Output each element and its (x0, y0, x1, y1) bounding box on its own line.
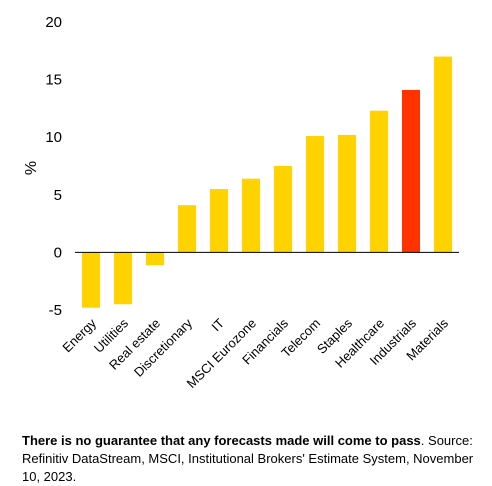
bar (434, 56, 452, 253)
bar (370, 110, 388, 253)
bar (178, 205, 196, 253)
x-tick-label: IT (208, 315, 227, 334)
bar (402, 89, 420, 253)
footnote: There is no guarantee that any forecasts… (22, 432, 484, 486)
y-axis-ticks: 20 15 10 5 0 -5 (45, 14, 62, 319)
y-tick-label: 5 (54, 187, 62, 204)
bar (338, 134, 356, 253)
bar (114, 252, 132, 305)
y-tick-label: -5 (49, 302, 62, 319)
y-axis-label: % (23, 161, 40, 175)
bar (306, 136, 324, 253)
y-tick-label: 20 (45, 14, 62, 31)
bars (82, 56, 452, 308)
bar (242, 178, 260, 253)
y-tick-label: 15 (45, 72, 62, 89)
footnote-disclaimer: There is no guarantee that any forecasts… (22, 433, 421, 448)
bar (210, 189, 228, 253)
bar (274, 166, 292, 253)
y-tick-label: 10 (45, 129, 62, 146)
footnote-source: . Source: Refinitiv DataStream, MSCI, In… (22, 433, 474, 484)
x-tick-label: Energy (59, 315, 99, 355)
bar (146, 252, 164, 266)
y-tick-label: 0 (54, 244, 62, 261)
bar (82, 252, 100, 308)
